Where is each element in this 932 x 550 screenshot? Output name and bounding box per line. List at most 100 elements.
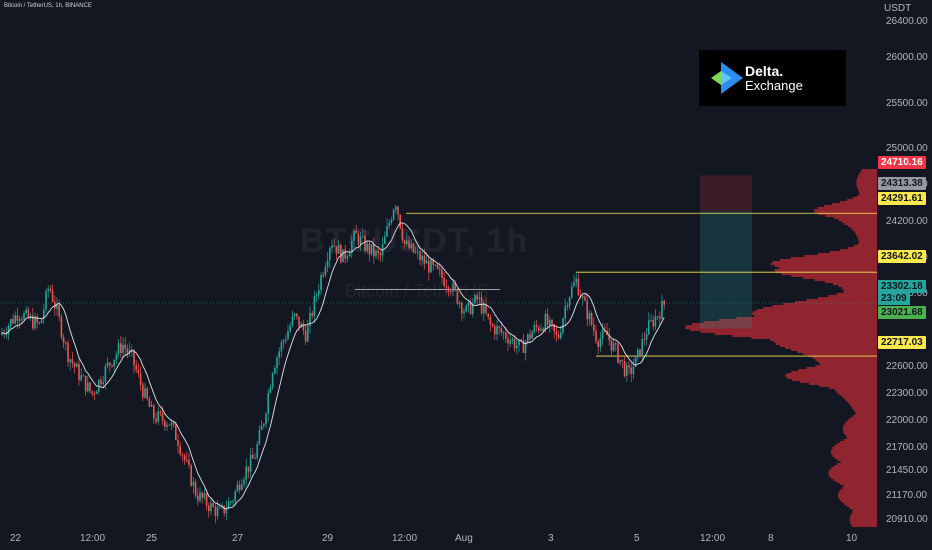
candle-body (56, 304, 58, 309)
candle-body (199, 492, 201, 501)
price-axis[interactable]: 26400.0026000.0025500.0025000.0024600.00… (877, 0, 932, 527)
candle-body (557, 334, 560, 339)
candle-body (89, 382, 91, 392)
candle-body (243, 479, 245, 485)
candle-body (27, 309, 30, 318)
volume-profile (685, 169, 877, 527)
candle-body (280, 342, 283, 352)
candle-body (258, 430, 261, 445)
candle-body (95, 391, 98, 394)
candle-body (485, 304, 487, 314)
candle-body (38, 322, 41, 324)
candle-body (535, 325, 538, 328)
candle-body (247, 466, 250, 472)
chart-area[interactable] (0, 0, 877, 527)
time-axis[interactable]: 22 12:00 25 27 29 12:00 Aug 3 5 12:00 8 10 (0, 527, 932, 550)
price-chart[interactable] (0, 0, 877, 527)
candle-body (377, 250, 379, 254)
candle-body (388, 222, 390, 227)
price-axis-label: 22000.00 (886, 415, 928, 427)
candle-body (188, 459, 190, 466)
price-tag: 24313.38 (878, 177, 926, 190)
candle-body (318, 290, 320, 296)
candle-body (122, 344, 124, 353)
candle-body (637, 349, 639, 356)
candle-body (293, 313, 296, 317)
candle-body (67, 342, 69, 363)
candle-body (436, 264, 439, 269)
price-axis-label: 24200.00 (886, 215, 928, 227)
candle-body (142, 384, 144, 398)
candle-body (133, 349, 135, 366)
candle-body (1, 332, 3, 335)
candle-body (524, 342, 527, 353)
candle-body (417, 251, 419, 253)
candle-body (483, 304, 485, 314)
candle-body (571, 286, 573, 298)
candle-body (54, 301, 56, 309)
candle-body (590, 313, 593, 325)
candle-body (648, 320, 650, 335)
candle-body (505, 332, 507, 339)
candle-body (593, 324, 595, 331)
candle-body (60, 316, 63, 338)
candle-body (331, 245, 333, 249)
candle-body (164, 420, 166, 427)
candle-body (582, 296, 584, 298)
candle-body (359, 236, 362, 245)
candle-body (76, 363, 78, 367)
candle-body (287, 331, 289, 340)
candle-body (5, 333, 8, 335)
candle-body (144, 388, 146, 398)
candle-body (434, 264, 437, 266)
candle-body (641, 339, 643, 357)
price-tag: 23642.02 (878, 250, 926, 263)
candle-body (309, 312, 311, 327)
candle-body (461, 302, 463, 314)
candle-body (45, 291, 47, 310)
candle-body (153, 405, 155, 419)
candle-body (278, 351, 280, 358)
candle-body (357, 233, 360, 245)
candle-body (159, 411, 162, 414)
candle-body (522, 340, 525, 353)
candle-body (304, 330, 307, 342)
candle-body (566, 305, 569, 307)
candle-body (234, 491, 236, 502)
delta-exchange-logo[interactable]: Delta. Exchange (699, 50, 846, 106)
candle-body (588, 313, 591, 320)
candle-body (236, 484, 239, 492)
candle-body (315, 295, 318, 297)
candle-body (661, 300, 663, 319)
logo-subtitle: Exchange (745, 78, 803, 93)
candle-body (82, 375, 85, 377)
candle-body (47, 288, 49, 292)
candle-body (265, 413, 267, 424)
candle-body (313, 295, 316, 316)
candle-body (223, 505, 225, 514)
candle-body (617, 344, 619, 363)
candle-body (322, 275, 324, 277)
candle-body (575, 278, 577, 283)
candle-body (346, 256, 349, 259)
candle-body (201, 492, 203, 498)
candle-body (621, 359, 624, 362)
candle-body (615, 343, 617, 345)
candle-body (551, 319, 553, 325)
candle-body (137, 369, 140, 374)
candle-body (366, 243, 368, 252)
candle-body (439, 268, 441, 270)
moving-average-line (1, 222, 665, 510)
time-axis-label: 12:00 (80, 533, 106, 544)
price-axis-label: 22300.00 (886, 387, 928, 399)
candle-body (216, 507, 219, 516)
price-axis-label: 26400.00 (886, 16, 928, 27)
candle-body (62, 337, 65, 343)
candle-body (25, 309, 27, 314)
candle-body (494, 326, 496, 335)
price-axis-label: 21450.00 (886, 465, 928, 477)
candle-body (282, 340, 285, 343)
symbol-title: Bitcoin / TetherUS, 1h, BINANCE (4, 3, 92, 9)
candle-body (628, 365, 630, 368)
candle-body (337, 244, 340, 254)
